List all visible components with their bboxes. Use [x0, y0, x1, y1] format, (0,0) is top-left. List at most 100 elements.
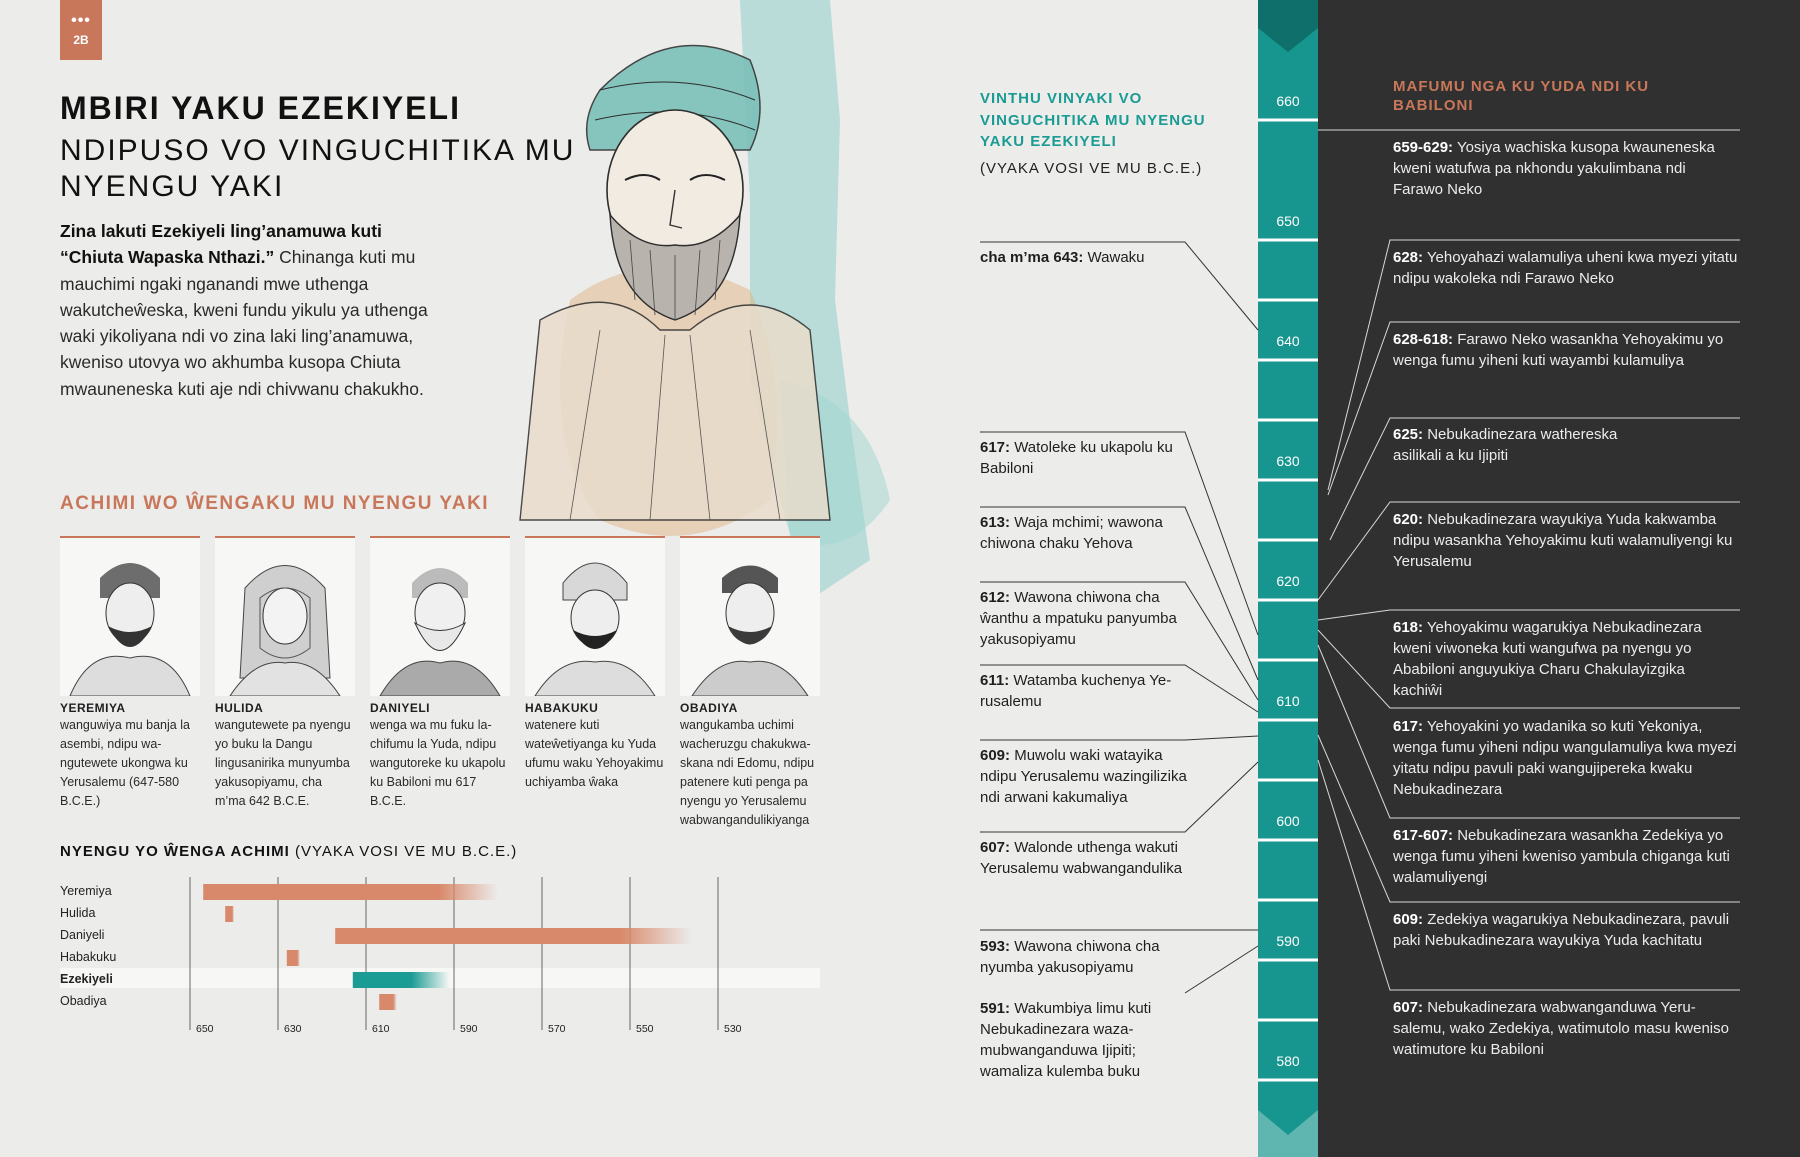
- king-years: 620:: [1393, 511, 1424, 528]
- kings-heading: MAFUMU NGA KU YUDA NDI KU BABILONI: [1393, 78, 1650, 114]
- king-text: Yosiya wachiska kusopa kwaunene­ska kwen…: [1393, 139, 1715, 198]
- event-year: 613:: [980, 514, 1011, 531]
- intro-paragraph: Zina lakuti Ezekiyeli ling’anamuwa kuti …: [60, 218, 430, 402]
- king-item: 609: Zedekiya wagarukiya Nebukadinezara,…: [1393, 909, 1738, 951]
- ruler-year-label: 650: [1276, 213, 1300, 229]
- gantt-chart-title: NYENGU YO ŴENGA ACHIMI (VYAKA VOSI VE MU…: [60, 843, 517, 860]
- king-years: 628:: [1393, 249, 1424, 266]
- event-text: Wawaku: [1083, 249, 1145, 266]
- prophet-description: watenere kuti wateŵetiyanga ku Yuda ufum…: [525, 718, 664, 789]
- king-text: Yehoyakini yo wadanika so kuti Yekoniya,…: [1393, 718, 1737, 798]
- king-years: 609:: [1393, 911, 1424, 928]
- page-badge: ••• 2B: [60, 0, 102, 60]
- gantt-row-label: Yeremiya: [60, 884, 112, 898]
- gantt-bar-daniyeli: [335, 928, 692, 944]
- event-item: 611: Watamba kuchenya Ye­rusalemu: [980, 670, 1200, 712]
- king-years: 628-618:: [1393, 331, 1454, 348]
- event-item: 617: Watoleke ku ukapolu ku Babiloni: [980, 437, 1200, 479]
- gantt-bar-hulida: [225, 906, 234, 922]
- event-text: Wawona chiwona cha nyumba yakusopiyamu: [980, 938, 1160, 976]
- prophet-card-daniyeli: DANIYELI wenga wa mu fuku la­chifumu la …: [370, 536, 510, 811]
- prophet-card-hulida: HULIDA wangutewete pa nye­ngu yo buku la…: [215, 536, 355, 811]
- event-year: 617:: [980, 439, 1011, 456]
- gantt-tick-label: 590: [460, 1023, 478, 1035]
- ezekiel-portrait-illustration: [519, 0, 890, 600]
- prophet-portrait: [680, 536, 820, 697]
- king-years: 659-629:: [1393, 139, 1454, 156]
- badge-dots: •••: [71, 12, 91, 29]
- king-text: Nebukadinezara wabwanganduwa Yeru­salemu…: [1393, 999, 1729, 1058]
- king-years: 625:: [1393, 426, 1424, 443]
- gantt-tick-label: 650: [196, 1023, 214, 1035]
- king-text: Yehoyakimu wagarukiya Nebukadinezara kwe…: [1393, 619, 1702, 699]
- king-item: 628: Yehoyahazi walamuliya uheni kwa mye…: [1393, 247, 1738, 289]
- ruler-year-label: 630: [1276, 453, 1300, 469]
- king-item: 617-607: Nebukadinezara wasankha Zedekiy…: [1393, 825, 1738, 888]
- prophet-name: HULIDA: [215, 701, 264, 715]
- prophet-portrait: [370, 536, 510, 697]
- event-year: 607:: [980, 839, 1011, 856]
- gantt-row-label: Obadiya: [60, 994, 107, 1008]
- badge-number: 2B: [73, 33, 89, 47]
- prophet-description: wenga wa mu fuku la­chifumu la Yuda, ndi…: [370, 718, 506, 808]
- king-item: 625: Nebukadinezara wathereska asilikali…: [1393, 424, 1653, 466]
- gantt-bar-obadiya: [379, 994, 397, 1010]
- events-heading: VINTHU VINYAKI VO VINGUCHITIKA MU NYENGU…: [980, 90, 1206, 150]
- prophet-description: wangutewete pa nye­ngu yo buku la Dangu …: [215, 718, 351, 808]
- ruler-year-label: 660: [1276, 93, 1300, 109]
- event-item: 591: Wakumbiya limu kuti Nebukadinezara …: [980, 998, 1200, 1082]
- event-text: Wawona chiwona cha ŵanthu a mpatuku pany…: [980, 589, 1177, 648]
- prophet-portrait: [60, 536, 200, 697]
- ruler-year-label: 620: [1276, 573, 1300, 589]
- gantt-tick-label: 530: [724, 1023, 742, 1035]
- king-item: 620: Nebukadinezara wayukiya Yuda ka­kwa…: [1393, 509, 1738, 572]
- event-year: 591:: [980, 1000, 1011, 1017]
- king-text: Nebukadinezara wathereska asilikali a ku…: [1393, 426, 1618, 464]
- king-text: Farawo Neko wasankha Yehoyakimu yo wenga…: [1393, 331, 1724, 369]
- gantt-tick-label: 630: [284, 1023, 302, 1035]
- events-note: (VYAKA VOSI VE MU B.C.E.): [980, 160, 1203, 177]
- prophet-name: DANIYELI: [370, 701, 431, 715]
- gantt-tick-label: 610: [372, 1023, 390, 1035]
- ruler-year-label: 640: [1276, 333, 1300, 349]
- prophets-heading: ACHIMI WO ŴENGAKU MU NYENGU YAKI: [60, 493, 490, 514]
- event-item: 607: Walonde uthenga wakuti Yerusalemu w…: [980, 837, 1200, 879]
- gantt-row-label: Ezekiyeli: [60, 972, 113, 986]
- prophets-timeline-chart: Yeremiya Hulida Daniyeli Habakuku Ezekiyeli O…: [60, 877, 820, 1035]
- gantt-row-label: Habakuku: [60, 950, 116, 964]
- gantt-tick-label: 570: [548, 1023, 566, 1035]
- king-years: 607:: [1393, 999, 1424, 1016]
- event-item: 609: Muwolu waki watayika ndipu Yerusale…: [980, 745, 1200, 808]
- prophet-name: OBADIYA: [680, 701, 738, 715]
- event-text: Wakumbiya limu kuti Nebukadinezara waza­…: [980, 1000, 1152, 1080]
- ruler-year-label: 580: [1276, 1053, 1300, 1069]
- intro-text: Chinanga kuti mu mauchimi ngaki nganandi…: [60, 247, 428, 399]
- event-year: 611:: [980, 672, 1010, 689]
- event-year: 609:: [980, 747, 1011, 764]
- king-text: Nebukadinezara wayukiya Yuda ka­kwamba n…: [1393, 511, 1733, 570]
- prophet-card-obadiya: OBADIYA wangukamba uchimi wacheruzgu cha…: [680, 536, 820, 830]
- ruler-year-label: 590: [1276, 933, 1300, 949]
- event-year: 593:: [980, 938, 1011, 955]
- event-year: 612:: [980, 589, 1011, 606]
- gantt-bar-habakuku: [286, 950, 300, 966]
- king-text: Nebukadinezara wasankha Zedekiya yo weng…: [1393, 827, 1730, 886]
- prophet-card-habakuku: HABAKUKU watenere kuti wateŵetiyanga ku …: [525, 536, 665, 792]
- prophet-name: YEREMIYA: [60, 701, 126, 715]
- event-text: Watamba kuchenya Ye­rusalemu: [980, 672, 1172, 710]
- page-subtitle: NDIPUSO VO VINGUCHITIKA MU NYENGU YAKI: [60, 134, 576, 203]
- page-title: MBIRI YAKU EZEKIYELI: [60, 90, 461, 126]
- prophet-description: wanguwiya mu banja la asembi, ndipu wa­n…: [60, 718, 190, 808]
- gantt-row-label: Daniyeli: [60, 928, 104, 942]
- gantt-title-bold: NYENGU YO ŴENGA ACHIMI: [60, 843, 290, 860]
- king-item: 607: Nebukadinezara wabwanganduwa Yeru­s…: [1393, 997, 1738, 1060]
- intro-bold: Zina lakuti Ezekiyeli ling’anamuwa kuti …: [60, 221, 382, 268]
- prophet-description: wangukamba uchimi wacheruzgu chakukwa­sk…: [680, 718, 815, 827]
- gantt-tick-label: 550: [636, 1023, 654, 1035]
- king-item: 628-618: Farawo Neko wasankha Yehoyakimu…: [1393, 329, 1738, 371]
- event-item: 612: Wawona chiwona cha ŵanthu a mpatuku…: [980, 587, 1200, 650]
- king-item: 617: Yehoyakini yo wadanika so kuti Yeko…: [1393, 716, 1738, 800]
- event-text: Muwolu waki watayika ndipu Yerusalemu wa…: [980, 747, 1187, 806]
- king-years: 618:: [1393, 619, 1424, 636]
- ruler-year-label: 610: [1276, 693, 1300, 709]
